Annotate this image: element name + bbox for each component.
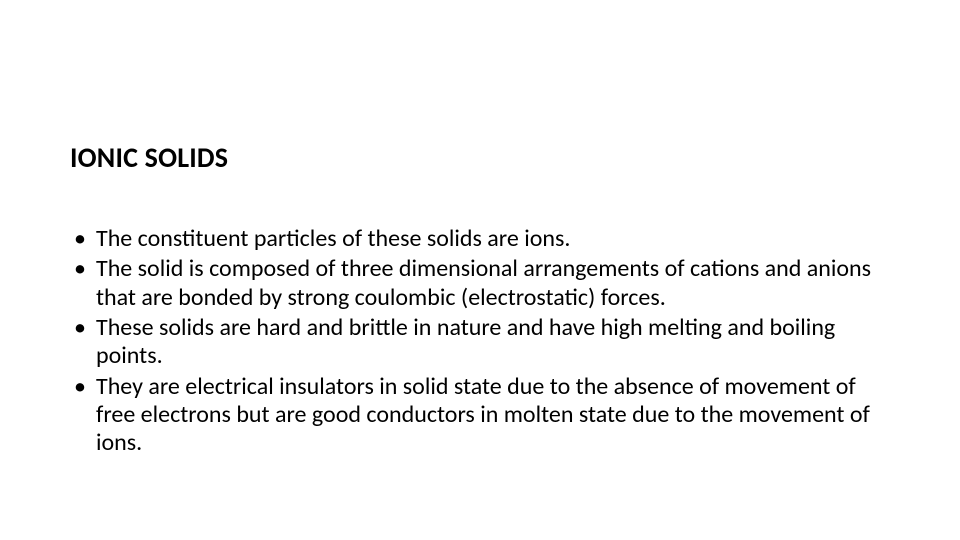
slide-container: IONIC SOLIDS The constituent particles o… [0,0,960,540]
bullet-list: The constituent particles of these solid… [70,225,890,458]
list-item: They are electrical insulators in solid … [70,373,890,458]
list-item: These solids are hard and brittle in nat… [70,314,890,371]
list-item: The constituent particles of these solid… [70,225,890,253]
list-item: The solid is composed of three dimension… [70,255,890,312]
slide-title: IONIC SOLIDS [70,140,890,175]
